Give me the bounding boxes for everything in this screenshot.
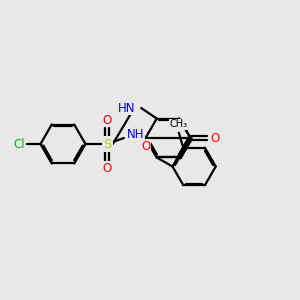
Text: S: S <box>103 137 112 151</box>
Text: NH: NH <box>127 128 144 142</box>
Text: CH₃: CH₃ <box>170 119 188 129</box>
Text: O: O <box>103 161 112 175</box>
Text: HN: HN <box>118 101 136 115</box>
Text: O: O <box>141 140 150 153</box>
Text: O: O <box>103 113 112 127</box>
Text: O: O <box>211 131 220 145</box>
Text: Cl: Cl <box>13 137 25 151</box>
